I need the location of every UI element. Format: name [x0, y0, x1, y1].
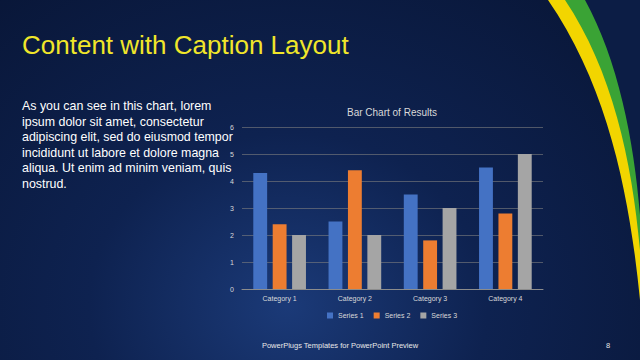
svg-text:5: 5 — [230, 151, 234, 158]
svg-text:0: 0 — [230, 286, 234, 293]
svg-text:3: 3 — [230, 205, 234, 212]
svg-text:Category 1: Category 1 — [263, 295, 297, 303]
svg-text:Category 2: Category 2 — [338, 295, 372, 303]
svg-text:6: 6 — [230, 124, 234, 131]
svg-text:2: 2 — [230, 232, 234, 239]
svg-text:Series 2: Series 2 — [385, 312, 411, 319]
svg-text:4: 4 — [230, 178, 234, 185]
svg-text:1: 1 — [230, 259, 234, 266]
svg-text:Category 3: Category 3 — [413, 295, 447, 303]
svg-text:Series 3: Series 3 — [431, 312, 457, 319]
svg-text:Category 4: Category 4 — [488, 295, 522, 303]
svg-text:Bar Chart of Results: Bar Chart of Results — [347, 107, 437, 118]
svg-text:Series 1: Series 1 — [338, 312, 364, 319]
